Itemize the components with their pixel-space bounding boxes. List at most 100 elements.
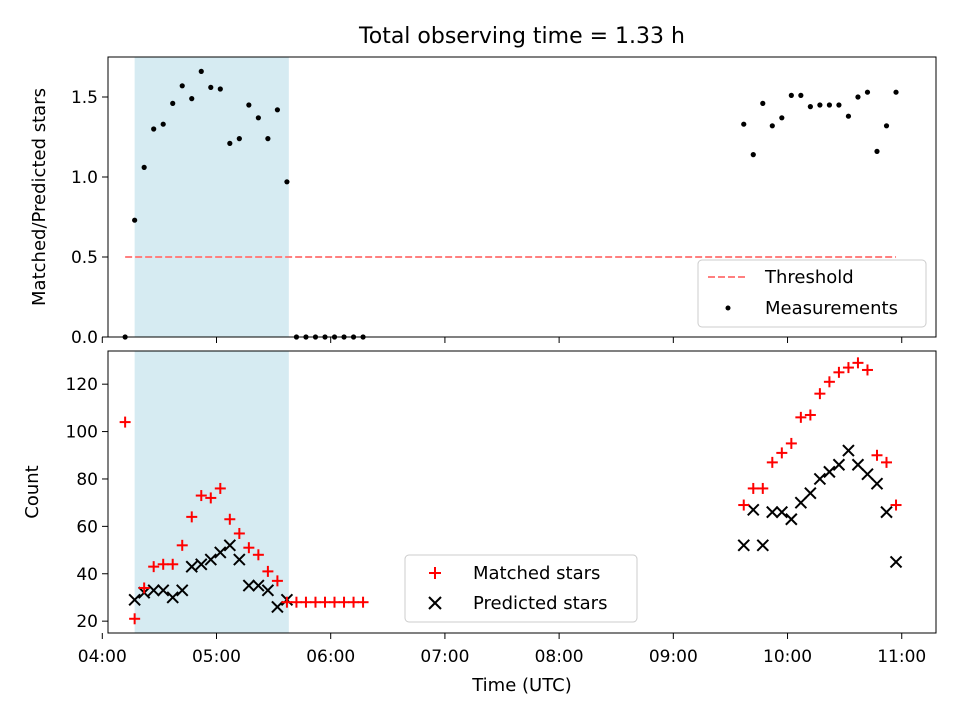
matched-star-marker [300,596,312,608]
x-tick-label: 08:00 [535,647,584,667]
predicted-star-marker [223,539,237,552]
y-tick-label: 1.0 [71,168,98,188]
chart-title: Total observing time = 1.33 h [358,24,685,49]
predicted-star-marker [271,600,284,614]
x-tick-label: 05:00 [192,647,241,667]
predicted-star-marker [880,505,893,519]
legend-measurements-label: Measurements [765,298,898,319]
x-tick-label: 04:00 [78,647,127,667]
matched-star-marker [252,549,264,561]
matched-star-marker [757,482,769,494]
matched-star-marker [766,456,778,468]
predicted-star-marker [242,579,256,592]
top-legend: Threshold Measurements [697,259,927,328]
measurement-point [198,68,204,74]
predicted-star-marker [870,477,884,490]
matched-star-marker [348,596,360,608]
bottom-x-ticks: 04:00 05:00 06:00 07:00 08:00 09:00 10:00 11:00 [78,633,926,667]
measurement-point [788,92,794,98]
matched-star-marker [214,482,226,494]
predicted-star-marker [147,584,160,597]
top-panel: 0.0 0.5 1.0 1.5 Total observing time = 1.33… [29,24,937,348]
measurement-point [246,102,252,108]
matched-star-marker [738,499,750,511]
top-axes-frame [107,56,937,338]
predicted-star-marker [204,553,217,566]
x-tick-label: 06:00 [306,647,355,667]
matched-star-marker [776,447,788,459]
matched-star-marker [262,565,274,577]
predicted-star-marker [737,539,750,552]
y-tick-label: 60 [76,517,98,537]
measurement-point [864,89,871,95]
measurement-point [807,104,813,110]
x-tick-label: 07:00 [420,647,469,667]
predicted-star-marker [775,505,789,519]
matched-star-marker [290,596,302,608]
measurement-point [274,107,281,113]
y-tick-label: 100 [66,423,98,443]
matched-star-marker [329,596,341,608]
measurement-point [227,140,233,146]
legend-matched-swatch [429,567,441,579]
bottom-y-ticks: 20 40 60 80 100 120 [66,375,108,632]
predicted-star-marker [185,560,198,573]
predicted-star-marker [747,503,760,516]
matched-star-marker [852,357,864,369]
legend-measurements-swatch [725,305,731,311]
measurement-point [151,126,157,132]
y-tick-label: 40 [76,565,98,585]
measurement-point [208,84,214,90]
matched-star-marker [823,376,835,388]
measurement-point [779,115,785,121]
predicted-star-marker [766,505,779,519]
matched-star-marker [243,542,255,554]
measurement-point [845,113,852,119]
measurement-point [893,89,899,95]
measurement-point [170,100,176,106]
bottom-shaded-region [134,351,289,633]
matched-star-marker [157,558,169,570]
legend-predicted-label: Predicted stars [473,593,607,614]
measurement-point [179,83,185,89]
matched-star-marker [129,613,141,625]
measurement-point [265,136,271,142]
top-y-ticks: 0.0 0.5 1.0 1.5 [71,88,108,348]
top-x-ticks [101,337,903,343]
measurement-point [874,148,880,154]
matched-star-marker [205,492,217,504]
predicted-star-marker [214,546,227,559]
matched-star-marker [871,449,883,461]
matched-star-marker [357,596,369,608]
top-y-axis-label: Matched/Predicted stars [29,88,50,306]
matched-star-marker [861,364,873,376]
matched-star-marker [795,411,807,423]
bottom-legend-box [404,554,638,623]
matched-star-marker [224,513,236,525]
matched-stars-points [119,357,902,625]
bottom-panel: 20 40 60 80 100 120 04:00 05:00 06:00 07:00 08:00… [22,350,937,696]
matched-star-marker [842,362,854,374]
measurement-point [760,100,766,106]
measurement-point [883,123,890,129]
predicted-star-marker [195,558,208,571]
predicted-star-marker [823,465,836,479]
bottom-y-axis-label: Count [22,465,43,518]
predicted-star-marker [804,486,817,500]
predicted-star-marker [794,496,808,509]
matched-star-marker [804,409,816,421]
measurement-point [132,217,138,223]
x-tick-label: 11:00 [877,647,926,667]
measurement-point [769,123,775,129]
matched-star-marker [176,539,188,551]
predicted-star-marker [233,553,246,566]
predicted-star-marker [889,555,903,569]
y-tick-label: 0.0 [71,328,98,348]
matched-star-marker [167,558,179,570]
predicted-star-marker [252,579,265,592]
matched-star-marker [271,575,283,587]
x-tick-label: 10:00 [763,647,812,667]
measurement-point [141,164,147,170]
y-tick-label: 0.5 [71,248,98,268]
